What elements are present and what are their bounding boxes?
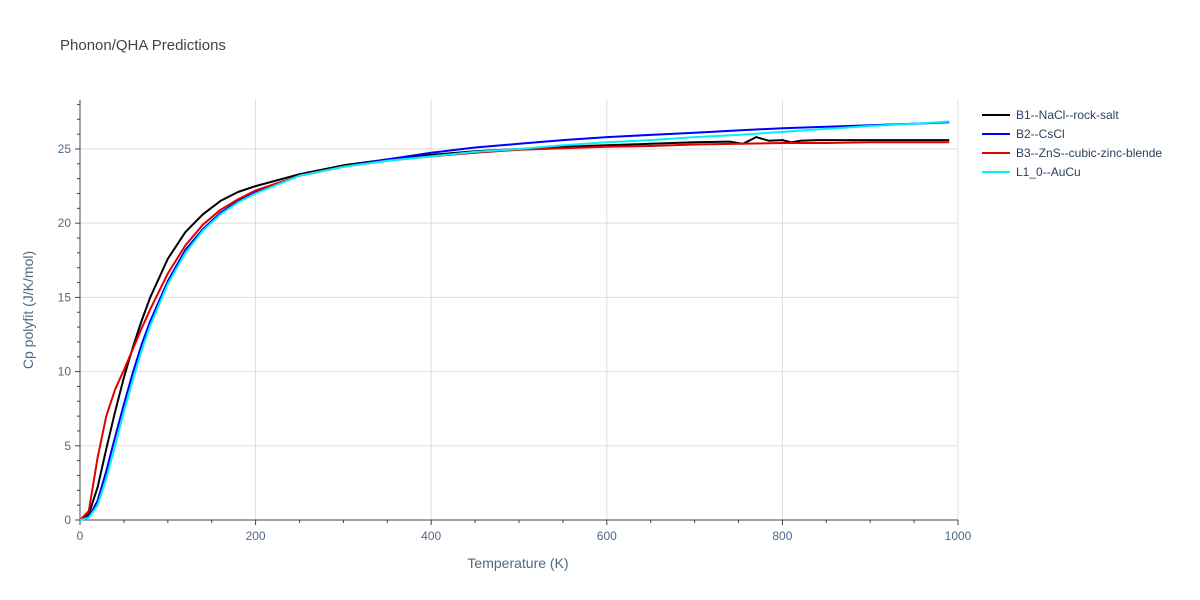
legend-label: B1--NaCl--rock-salt	[1016, 108, 1119, 122]
legend[interactable]: B1--NaCl--rock-salt B2--CsCl B3--ZnS--cubi…	[982, 108, 1162, 179]
x-axis-title: Temperature (K)	[467, 555, 568, 571]
x-tick-label: 800	[772, 529, 792, 543]
y-tick-label: 0	[64, 513, 71, 527]
series-line-2	[79, 121, 950, 521]
legend-label: L1_0--AuCu	[1016, 165, 1081, 179]
series-line-4	[79, 120, 950, 521]
y-tick-label: 5	[64, 439, 71, 453]
y-axis-title: Cp polyfit (J/K/mol)	[20, 251, 36, 369]
y-tick-label: 20	[58, 216, 72, 230]
legend-item-2[interactable]: B2--CsCl	[982, 127, 1065, 141]
tick-labels: 0 200 400 600 800 1000 0 5 10 15 20 25	[58, 142, 972, 543]
series-line-1	[79, 136, 950, 521]
x-tick-label: 400	[421, 529, 441, 543]
y-tick-label: 25	[58, 142, 72, 156]
x-tick-label: 0	[77, 529, 84, 543]
x-tick-label: 1000	[945, 529, 972, 543]
legend-label: B3--ZnS--cubic-zinc-blende	[1016, 146, 1162, 160]
legend-item-1[interactable]: B1--NaCl--rock-salt	[982, 108, 1119, 122]
chart-title: Phonon/QHA Predictions	[60, 37, 226, 54]
x-tick-label: 200	[246, 529, 266, 543]
series-line-3	[79, 141, 950, 521]
gridlines	[80, 100, 959, 520]
y-tick-label: 15	[58, 290, 72, 304]
axes	[75, 100, 959, 525]
plot-area	[79, 120, 950, 521]
y-tick-label: 10	[58, 365, 72, 379]
legend-label: B2--CsCl	[1016, 127, 1065, 141]
legend-item-3[interactable]: B3--ZnS--cubic-zinc-blende	[982, 146, 1162, 160]
legend-item-4[interactable]: L1_0--AuCu	[982, 165, 1081, 179]
x-tick-label: 600	[597, 529, 617, 543]
